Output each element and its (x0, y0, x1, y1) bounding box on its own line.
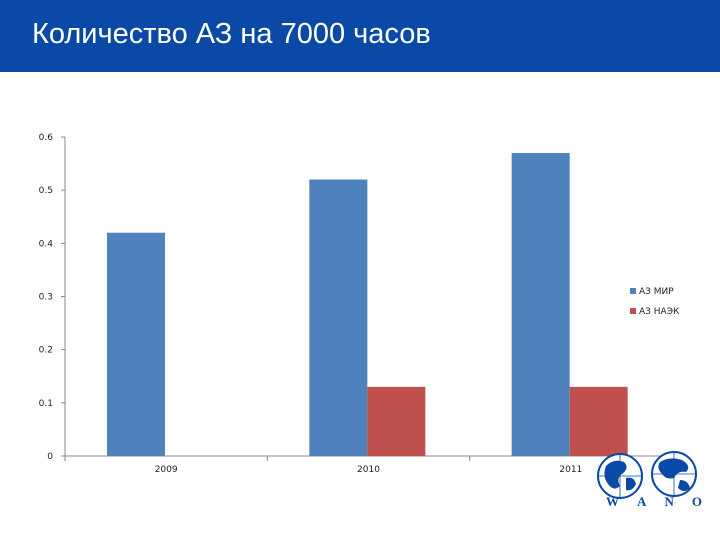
bar-2009-series-1 (107, 232, 165, 456)
x-tick-label: 2009 (155, 465, 178, 475)
y-tick-label: 0.5 (39, 186, 53, 196)
x-tick-label: 2011 (559, 465, 582, 475)
logo-letter: N (664, 494, 674, 509)
y-tick-label: 0.2 (39, 346, 53, 356)
logo-letter: W (606, 494, 619, 509)
slide-title: Количество АЗ на 7000 часов (32, 18, 431, 50)
legend-label: АЗ НАЭК (639, 307, 680, 317)
y-tick-label: 0.1 (39, 399, 53, 409)
bar-2011-series-2 (569, 386, 628, 456)
wano-globe-logo (597, 451, 697, 499)
legend-swatch (630, 288, 636, 294)
y-tick-label: 0.3 (39, 293, 53, 303)
logo-letter: O (691, 494, 702, 509)
legend-label: АЗ МИР (639, 287, 674, 297)
logo-letters: W A N O (606, 494, 702, 510)
y-tick-label: 0.4 (39, 239, 54, 249)
bar-2010-series-1 (309, 179, 368, 457)
y-tick-label: 0.6 (39, 133, 54, 143)
legend-swatch (630, 308, 636, 314)
globe-icon-left (597, 453, 643, 499)
x-tick-label: 2010 (357, 465, 380, 475)
bar-2011-series-1 (511, 152, 570, 456)
bar-2010-series-2 (367, 386, 426, 456)
y-axis-ticks: 0 0.1 0.2 0.3 0.4 0.5 0.6 (39, 133, 65, 462)
title-bar: Количество АЗ на 7000 часов (0, 0, 720, 72)
chart-bars (107, 152, 628, 457)
chart-legend: АЗ МИР АЗ НАЭК (630, 287, 680, 317)
logo-letter: A (637, 494, 647, 509)
x-axis-ticks: 2009 2010 2011 (64, 456, 673, 475)
globe-icon-right (651, 451, 697, 497)
y-tick-label: 0 (47, 452, 53, 462)
